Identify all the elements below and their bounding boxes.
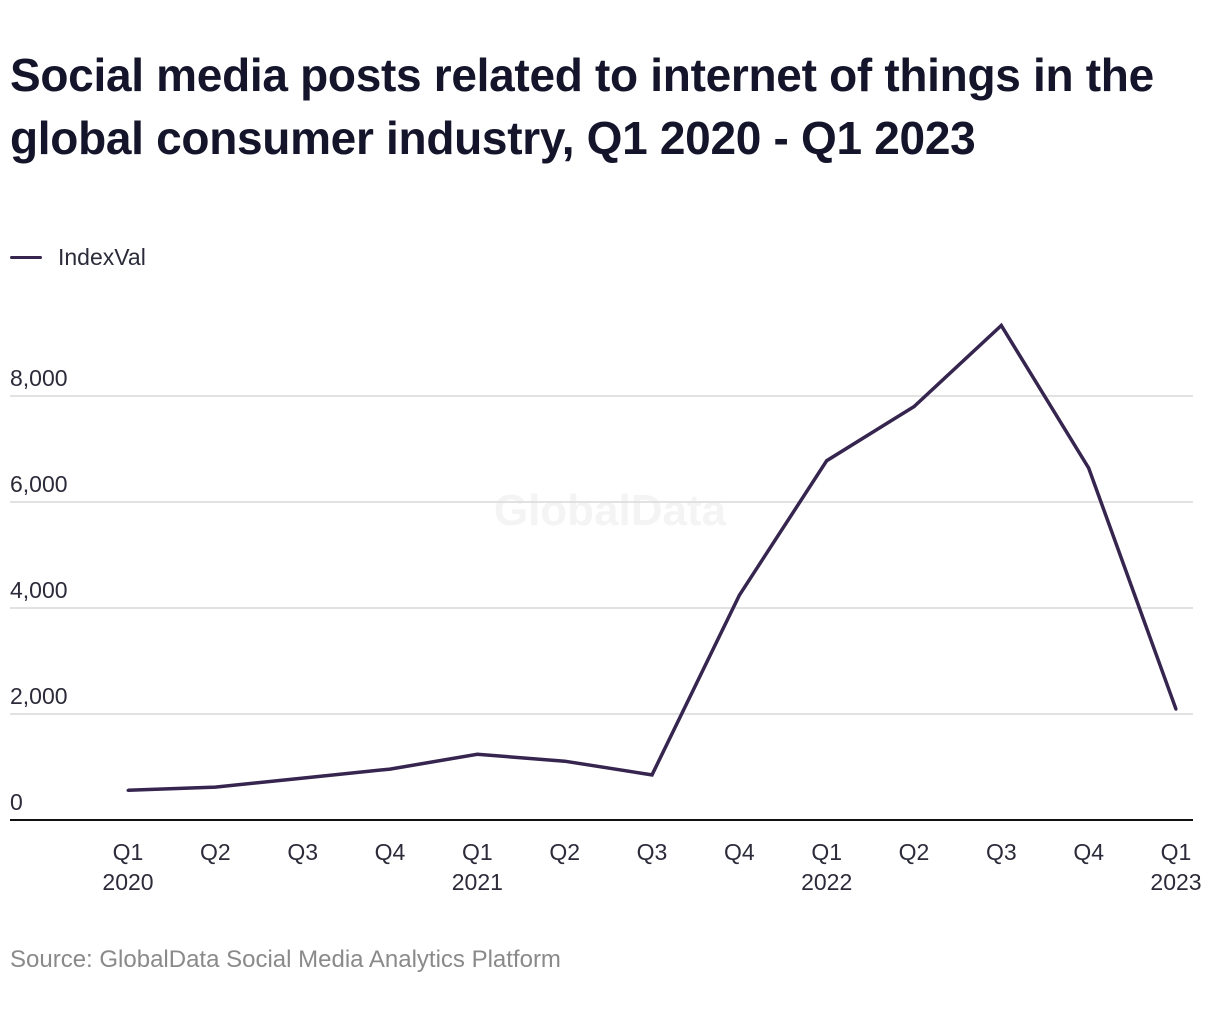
x-tick-label: Q3 <box>986 839 1017 865</box>
chart-title: Social media posts related to internet o… <box>10 49 1154 164</box>
x-tick-label: Q2 <box>899 839 930 865</box>
x-tick-label: Q1 <box>462 839 493 865</box>
data-point <box>388 767 392 771</box>
y-tick-label: 2,000 <box>10 683 68 709</box>
data-point <box>1087 466 1091 470</box>
x-tick-year-label: 2021 <box>452 869 503 895</box>
data-point <box>737 593 741 597</box>
legend-label: IndexVal <box>58 243 146 270</box>
grid-lines <box>10 395 1193 715</box>
x-tick-year-label: 2023 <box>1150 869 1201 895</box>
x-tick-label: Q1 <box>811 839 842 865</box>
x-tick-label: Q1 <box>1161 839 1192 865</box>
x-tick-year-label: 2022 <box>801 869 852 895</box>
x-tick-label: Q1 <box>113 839 144 865</box>
y-axis-labels: 0 2,000 4,000 6,000 8,000 <box>10 365 68 815</box>
data-point <box>825 459 829 463</box>
x-axis-labels: Q1 2020 Q2 Q3 Q4 Q1 2021 Q2 Q3 Q4 Q1 2022 Q2 Q3 Q4 Q1 20… <box>102 839 1201 895</box>
y-tick-label: 8,000 <box>10 365 68 391</box>
data-point <box>912 405 916 409</box>
y-tick-label: 0 <box>10 789 23 815</box>
series-line-indexval <box>127 322 1178 793</box>
y-tick-label: 4,000 <box>10 577 68 603</box>
data-point <box>563 759 567 763</box>
data-point <box>650 773 654 777</box>
legend-swatch <box>10 255 42 259</box>
source-note: Source: GlobalData Social Media Analytic… <box>10 946 561 973</box>
data-point <box>999 324 1003 328</box>
data-point <box>213 785 217 789</box>
data-point <box>475 752 479 756</box>
x-tick-label: Q4 <box>1073 839 1104 865</box>
watermark: GlobalData <box>494 486 727 535</box>
x-tick-label: Q3 <box>637 839 668 865</box>
data-point <box>1174 707 1178 711</box>
x-tick-label: Q2 <box>549 839 580 865</box>
legend: IndexVal <box>10 242 146 272</box>
x-tick-label: Q2 <box>200 839 231 865</box>
y-tick-label: 6,000 <box>10 471 68 497</box>
data-point <box>301 776 305 780</box>
x-tick-label: Q3 <box>287 839 318 865</box>
x-tick-label: Q4 <box>724 839 755 865</box>
data-point <box>126 788 130 792</box>
x-tick-year-label: 2020 <box>102 869 153 895</box>
data-points <box>126 324 1178 792</box>
x-tick-label: Q4 <box>375 839 406 865</box>
